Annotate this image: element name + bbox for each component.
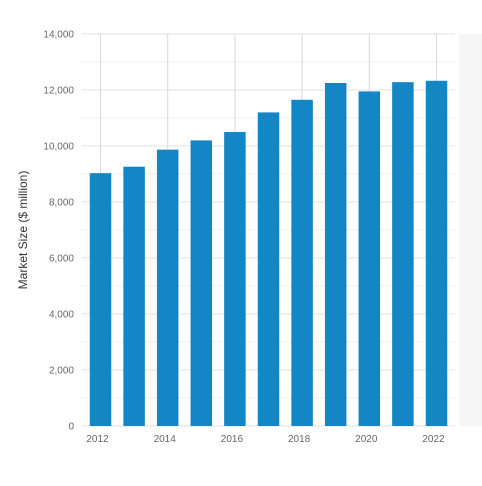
x-tick-label: 2016 [221,434,244,445]
bar-2019[interactable] [324,83,347,426]
bar-2012[interactable] [89,173,112,426]
x-axis-tick-labels: 2012 2014 2016 2018 2020 2022 [86,434,445,445]
y-tick-label: 12,000 [43,86,74,97]
y-tick-label: 4,000 [49,310,74,321]
bar-2013[interactable] [123,166,145,426]
bar-2014[interactable] [156,149,179,426]
x-tick-label: 2012 [86,434,109,445]
x-tick-label: 2020 [355,434,378,445]
bar-2021[interactable] [392,82,414,426]
bar-2020[interactable] [358,91,381,427]
y-tick-label: 0 [68,422,74,433]
y-tick-label: 6,000 [49,254,74,265]
bar-2022[interactable] [425,80,448,426]
x-tick-label: 2022 [422,434,445,445]
y-tick-label: 2,000 [49,366,74,377]
bar-2017[interactable] [257,112,280,427]
side-panel-strip [459,34,482,426]
y-tick-label: 8,000 [49,198,74,209]
bar-2015[interactable] [190,140,213,426]
y-axis-title: Market Size ($ million) [16,171,30,290]
x-tick-label: 2014 [154,434,177,445]
x-tick-label: 2018 [288,434,311,445]
bar-series [89,80,448,427]
y-tick-label: 14,000 [43,30,74,41]
bar-2016[interactable] [224,132,246,426]
bar-2018[interactable] [291,99,313,427]
y-axis-tick-labels: 0 2,000 4,000 6,000 8,000 10,000 12,000 14,000 [43,30,74,433]
y-tick-label: 10,000 [43,142,74,153]
